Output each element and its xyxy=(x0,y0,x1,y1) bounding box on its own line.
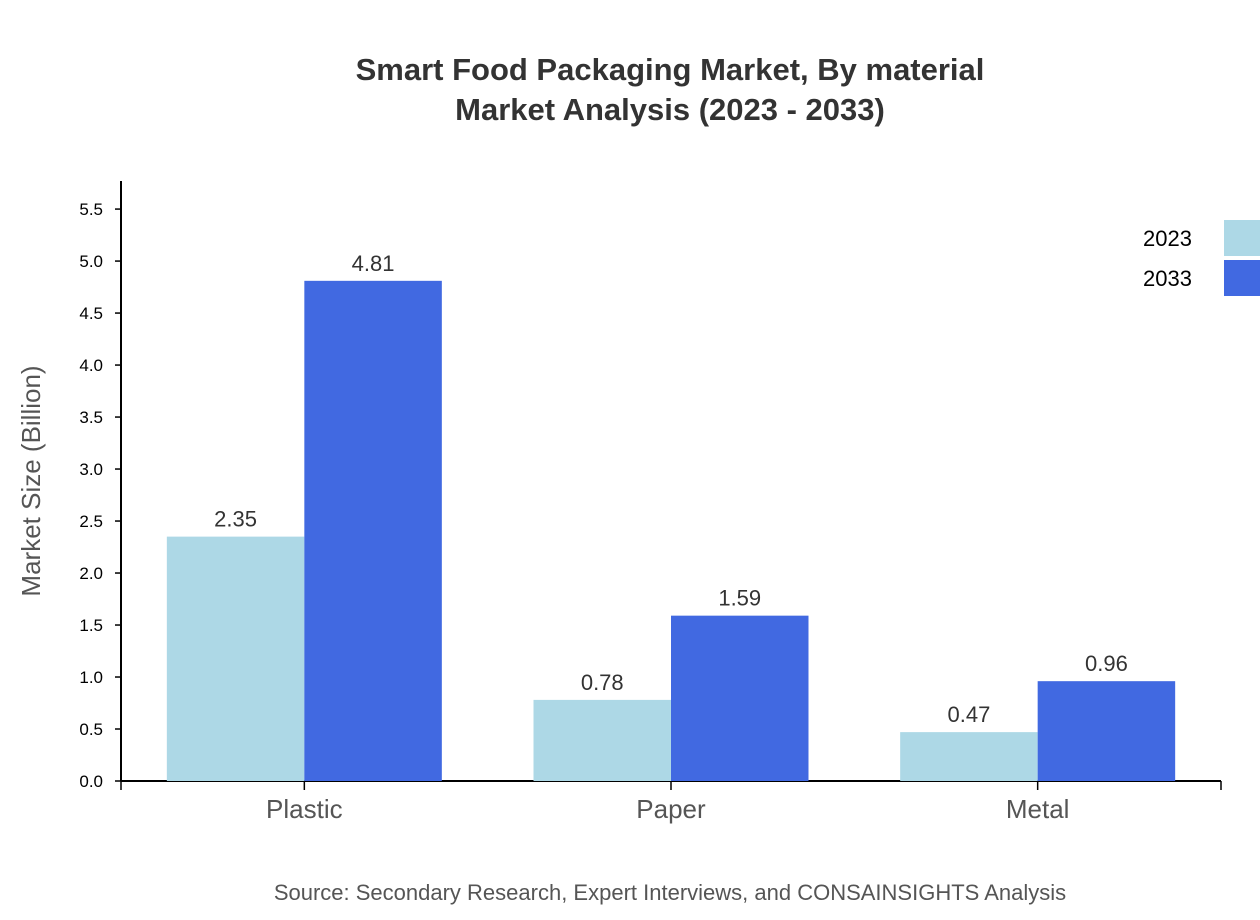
y-tick-label: 0.0 xyxy=(79,772,103,791)
bar-2023-paper xyxy=(533,699,671,781)
y-tick-label: 1.0 xyxy=(79,668,103,687)
y-axis: 0.0 0.5 1.0 1.5 2.0 2.5 3.0 3.5 4.0 4.5 5.0 5.5 xyxy=(79,181,122,791)
bar-2023-plastic xyxy=(166,536,305,781)
y-axis-label: Market Size (Billion) xyxy=(16,365,46,596)
bars: 2.35 4.81 0.78 1.59 0.47 0.96 xyxy=(166,251,1176,781)
legend-swatch-2033 xyxy=(1224,260,1260,296)
data-label: 0.47 xyxy=(948,702,991,727)
x-tick-label: Paper xyxy=(636,794,706,824)
y-tick-label: 2.0 xyxy=(79,564,103,583)
bar-2023-metal xyxy=(900,732,1038,781)
y-tick-label: 1.5 xyxy=(79,616,103,635)
data-label: 2.35 xyxy=(214,507,257,532)
y-tick-label: 2.5 xyxy=(79,512,103,531)
y-tick-label: 3.5 xyxy=(79,408,103,427)
chart-subtitle: Market Analysis (2023 - 2033) xyxy=(455,92,885,127)
y-tick-label: 0.5 xyxy=(79,720,103,739)
y-tick-label: 3.0 xyxy=(79,460,103,479)
bar-2033-metal xyxy=(1037,681,1176,781)
x-axis: Plastic Paper Metal xyxy=(120,780,1222,824)
y-tick-label: 5.5 xyxy=(79,200,103,219)
source-note: Source: Secondary Research, Expert Inter… xyxy=(274,880,1066,905)
data-label: 0.96 xyxy=(1085,651,1128,676)
bar-2033-plastic xyxy=(304,280,442,781)
data-label: 1.59 xyxy=(718,586,761,611)
legend: 2023 2033 xyxy=(1143,220,1260,296)
y-tick-label: 4.0 xyxy=(79,356,103,375)
data-label: 4.81 xyxy=(352,251,395,276)
legend-swatch-2023 xyxy=(1224,220,1260,256)
x-tick-label: Plastic xyxy=(266,794,343,824)
y-tick-label: 4.5 xyxy=(79,304,103,323)
chart-title: Smart Food Packaging Market, By material xyxy=(356,52,985,87)
legend-label: 2033 xyxy=(1143,266,1192,291)
y-tick-label: 5.0 xyxy=(79,252,103,271)
data-label: 0.78 xyxy=(581,670,624,695)
legend-label: 2023 xyxy=(1143,226,1192,251)
x-tick-label: Metal xyxy=(1006,794,1070,824)
bar-2033-paper xyxy=(671,615,809,781)
